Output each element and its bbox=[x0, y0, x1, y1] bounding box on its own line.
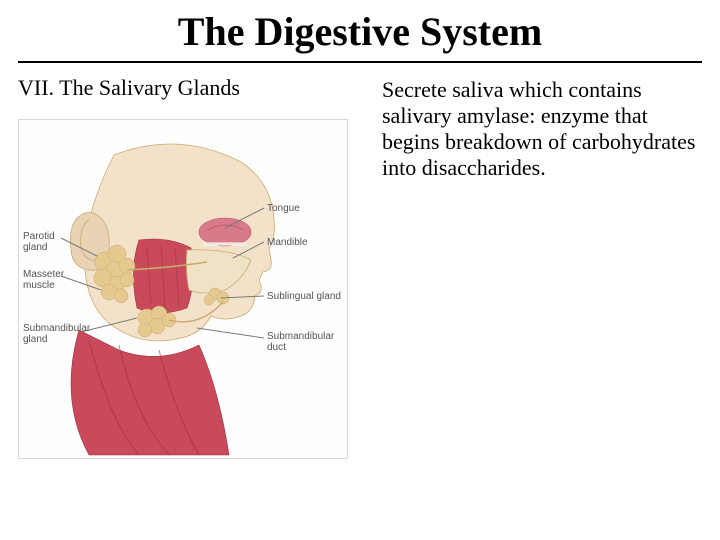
description-text: Secrete saliva which contains salivary a… bbox=[382, 77, 702, 181]
label-submandibular-duct: Submandibular duct bbox=[267, 332, 334, 353]
section-heading: VII. The Salivary Glands bbox=[18, 75, 368, 101]
label-mandible: Mandible bbox=[267, 238, 308, 249]
right-column: Secrete saliva which contains salivary a… bbox=[368, 75, 702, 459]
label-sublingual: Sublingual gland bbox=[267, 292, 341, 303]
left-column: VII. The Salivary Glands bbox=[18, 75, 368, 459]
title-underline bbox=[18, 61, 702, 63]
content-row: VII. The Salivary Glands bbox=[0, 75, 720, 459]
label-parotid: Parotid gland bbox=[23, 232, 55, 253]
label-submandibular-gland: Submandibular gland bbox=[23, 324, 90, 345]
label-tongue: Tongue bbox=[267, 204, 300, 215]
label-masseter: Masseter muscle bbox=[23, 270, 64, 291]
page-title: The Digestive System bbox=[0, 0, 720, 61]
salivary-glands-figure: Tongue Mandible Sublingual gland Submand… bbox=[18, 119, 348, 459]
anatomy-illustration bbox=[19, 120, 349, 460]
